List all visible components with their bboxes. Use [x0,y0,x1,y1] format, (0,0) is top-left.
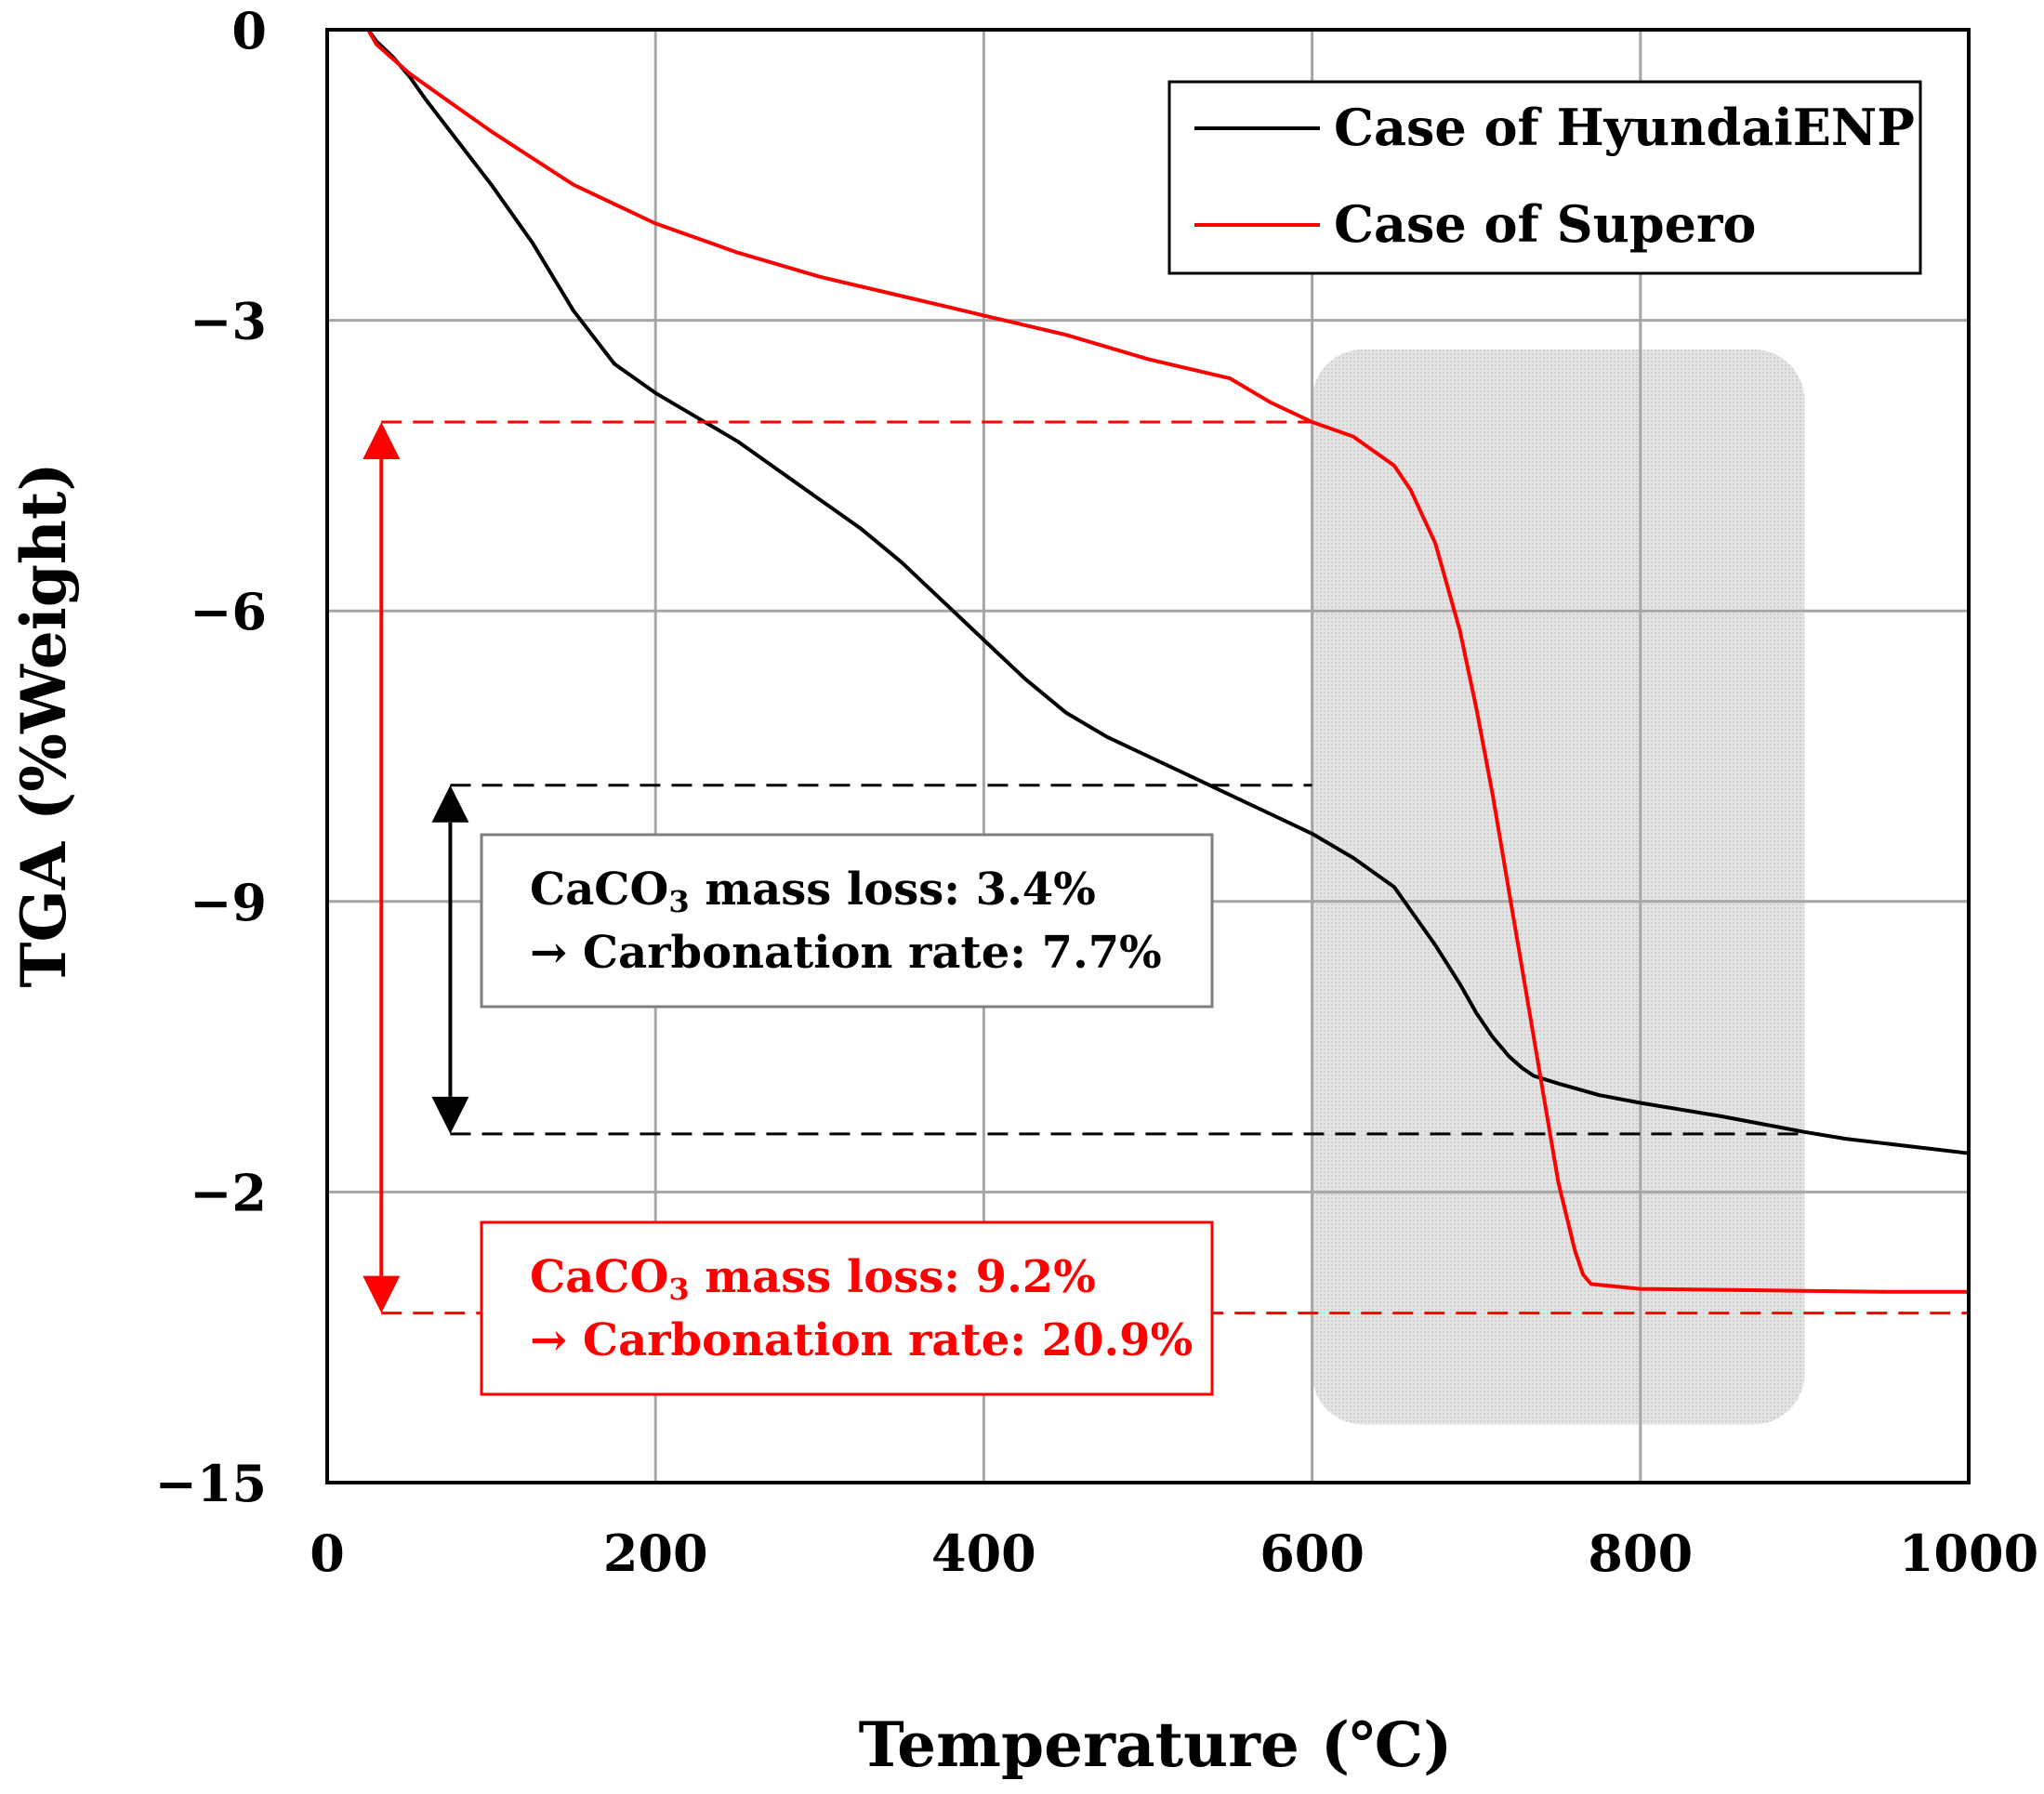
annotation-box-0 [480,833,1214,1009]
x-tick-label: 800 [1588,1524,1693,1583]
y-tick-label: −3 [190,292,267,351]
y-tick-label: −15 [155,1454,267,1513]
annotation-line2-0: → Carbonation rate: 7.7% [530,927,1162,979]
legend: Case of HyundaiENP Case of Supero [1167,80,1922,275]
plot-frame [325,28,1971,1484]
range-arrow-head-down-0 [431,1096,469,1134]
legend-box [1167,80,1922,275]
y-axis-title: TGA (%Weight) [7,462,80,987]
range-arrow-head-up-1 [363,422,401,460]
x-tick-label: 400 [931,1524,1036,1583]
y-tick-label: −2 [190,1163,267,1222]
series-line-0 [366,28,1970,1155]
x-axis-title: Temperature (℃) [859,1708,1453,1781]
annotation-line1-1: CaCO3 mass loss: 9.2% [530,1251,1096,1307]
range-arrow-head-up-0 [431,785,469,823]
x-tick-label: 1000 [1899,1524,2038,1583]
y-tick-label: 0 [231,1,267,60]
annotation-box-1 [480,1220,1214,1396]
series-line-1 [366,29,1969,1294]
x-tick-label: 0 [310,1524,345,1583]
y-tick-label: −6 [190,582,267,641]
x-tick-label: 200 [603,1524,708,1583]
x-tick-label: 600 [1259,1524,1365,1583]
annotation-line1-0: CaCO3 mass loss: 3.4% [530,864,1096,919]
highlight-region [1312,349,1805,1425]
y-tick-label: −9 [190,873,267,932]
legend-label-1: Case of Supero [1334,194,1756,254]
range-arrow-head-down-1 [363,1275,401,1313]
legend-label-0: Case of HyundaiENP [1334,98,1915,157]
annotation-line2-1: → Carbonation rate: 20.9% [530,1314,1193,1366]
